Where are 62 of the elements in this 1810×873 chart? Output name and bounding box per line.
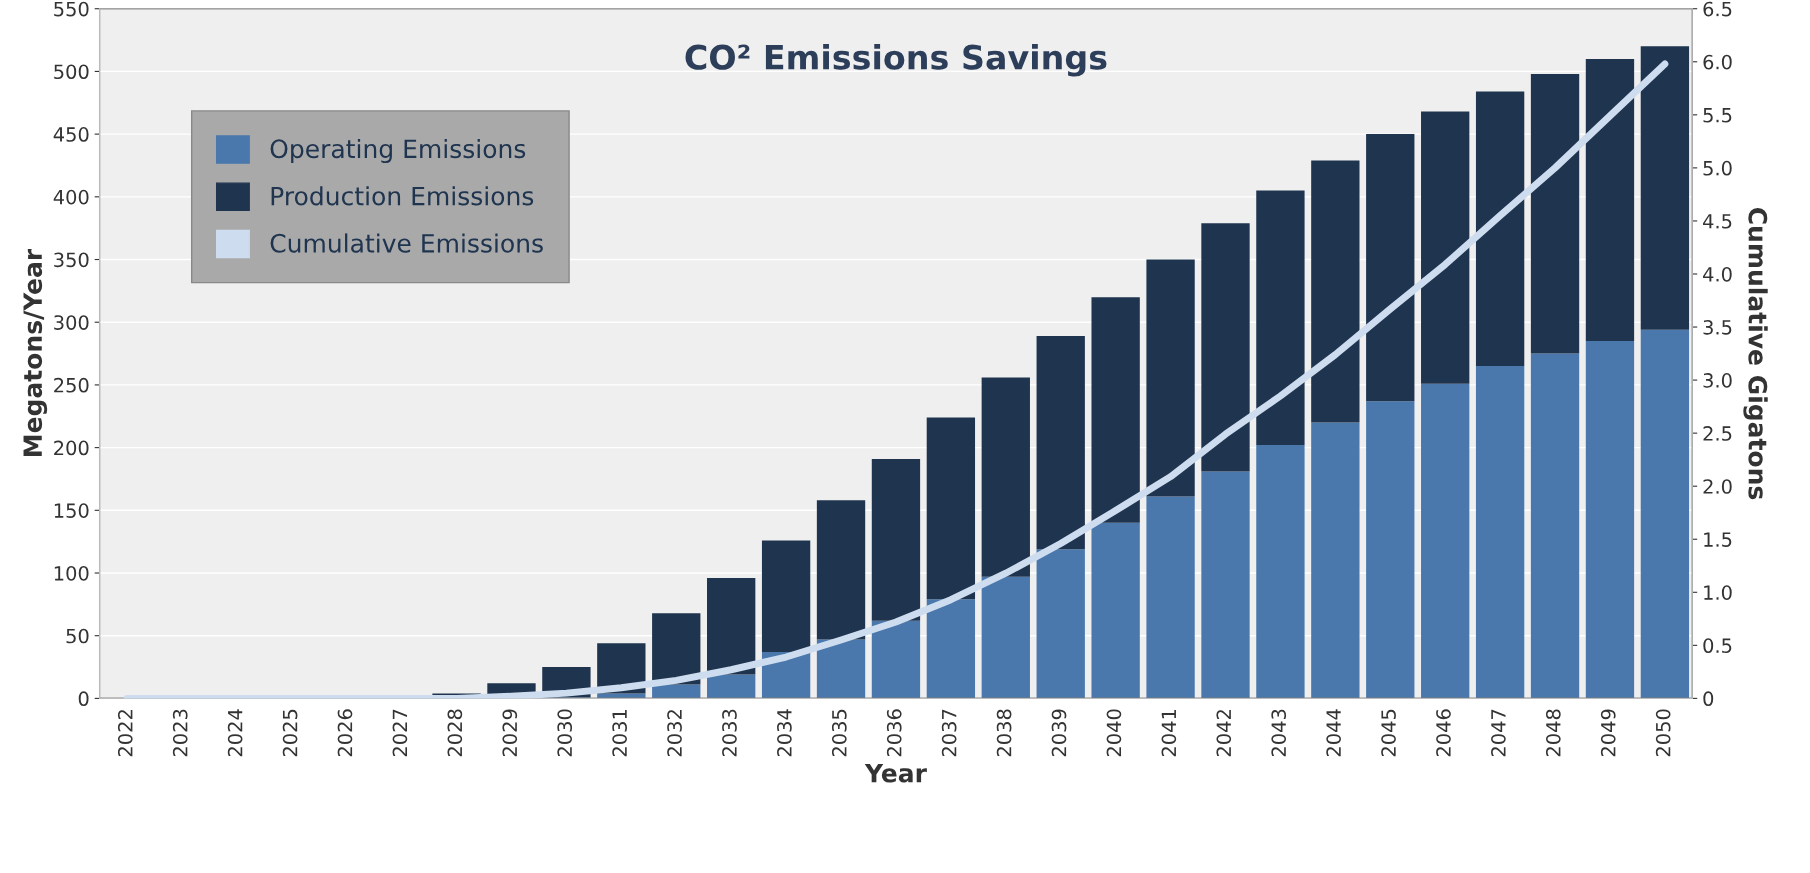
x-axis-title: Year (864, 763, 927, 783)
x-tick-label: 2027 (392, 709, 408, 757)
x-tick-label: 2048 (1545, 709, 1561, 757)
x-tick-label: 2045 (1381, 709, 1396, 757)
legend-label: Cumulative Emissions (270, 233, 543, 253)
y-tick-label: 250 (54, 377, 89, 393)
x-tick-label: 2031 (612, 709, 627, 757)
y2-axis-title: Cumulative Gigatons (1743, 208, 1768, 500)
y2-tick-label: 2.5 (1703, 426, 1732, 441)
x-tick-label: 2028 (447, 709, 463, 757)
y2-tick-label: 6.0 (1703, 54, 1732, 70)
x-tick-label: 2049 (1600, 709, 1616, 757)
y2-tick-label: 1.0 (1704, 585, 1732, 600)
x-tick-label: 2041 (1161, 709, 1177, 757)
y2-tick-label: 0 (1703, 691, 1714, 707)
x-tick-label: 2039 (1051, 709, 1067, 757)
y2-tick-label: 4.5 (1703, 214, 1732, 229)
y2-tick-label: 6.5 (1703, 1, 1732, 17)
y-tick-label: 0 (78, 691, 89, 707)
x-tick-label: 2040 (1106, 709, 1122, 757)
y-tick-label: 50 (66, 628, 89, 644)
y2-tick-label: 3.5 (1703, 320, 1732, 335)
x-tick-label: 2024 (227, 709, 243, 757)
y2-tick-label: 2.0 (1703, 479, 1732, 494)
y-axis-title: Megatons/Year (23, 248, 48, 457)
x-tick-label: 2042 (1216, 710, 1232, 757)
x-tick-label: 2033 (722, 709, 737, 757)
y2-tick-label: 3.0 (1703, 373, 1732, 388)
x-tick-label: 2037 (941, 709, 957, 757)
x-tick-label: 2036 (886, 709, 902, 757)
x-tick-label: 2046 (1436, 709, 1451, 757)
y2-tick-label: 5.5 (1703, 108, 1732, 123)
x-tick-label: 2050 (1655, 709, 1671, 757)
y-tick-label: 200 (54, 440, 89, 456)
x-tick-label: 2043 (1271, 709, 1287, 757)
legend-label: Production Emissions (271, 186, 534, 206)
y-tick-label: 350 (54, 252, 89, 268)
x-tick-label: 2034 (777, 709, 792, 757)
x-tick-label: 2032 (667, 710, 682, 757)
text: CO² Emissions Savings (685, 44, 1107, 77)
x-tick-label: 2026 (337, 709, 353, 757)
x-tick-label: 2025 (282, 709, 298, 757)
legend-label: Operating Emissions (270, 138, 526, 164)
x-tick-label: 2022 (117, 710, 133, 757)
x-tick-label: 2030 (557, 709, 573, 757)
y-tick-label: 550 (54, 1, 89, 17)
x-tick-label: 2044 (1326, 709, 1341, 757)
y2-tick-label: 5.0 (1703, 160, 1732, 176)
x-tick-label: 2038 (996, 709, 1012, 757)
y-tick-label: 300 (54, 315, 89, 330)
y2-tick-label: 0.5 (1703, 638, 1732, 654)
y-tick-label: 400 (53, 189, 89, 205)
y-tick-label: 150 (54, 503, 89, 518)
x-tick-label: 2023 (172, 709, 188, 757)
x-tick-label: 2035 (831, 709, 847, 757)
y2-tick-label: 4.0 (1703, 266, 1732, 282)
y-tick-label: 450 (53, 127, 89, 142)
x-tick-label: 2047 (1491, 709, 1506, 757)
y2-tick-label: 1.5 (1704, 532, 1732, 547)
y-tick-label: 500 (54, 64, 89, 80)
y-tick-label: 100 (54, 565, 89, 581)
x-tick-label: 2029 (502, 709, 518, 757)
